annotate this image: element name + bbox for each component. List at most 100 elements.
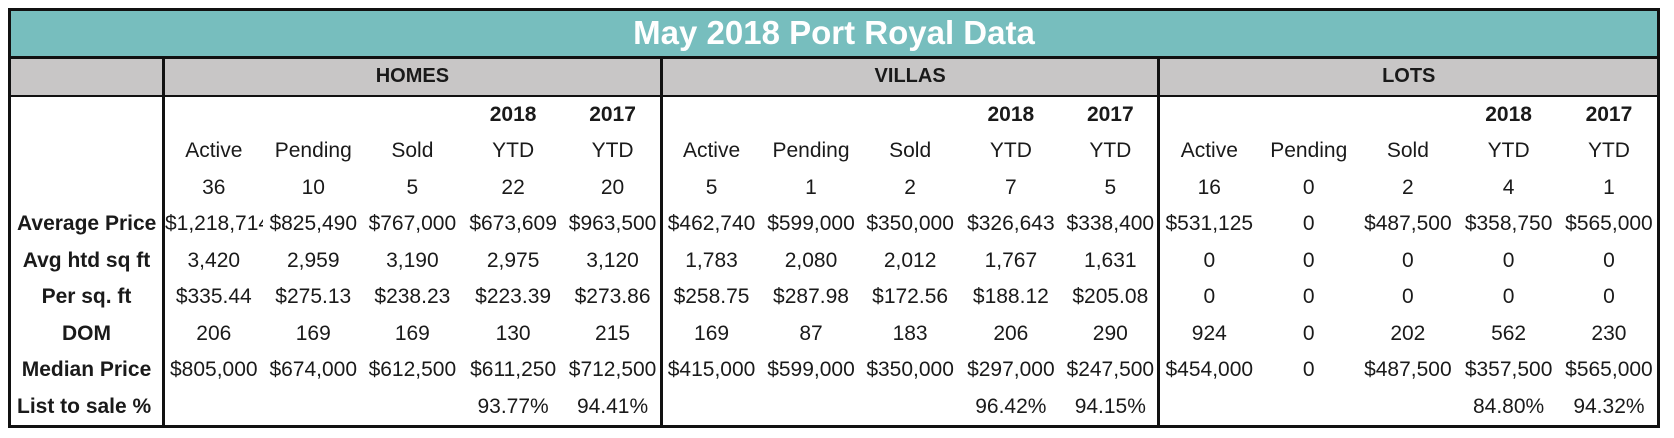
table-cell: [1359, 388, 1456, 425]
table-row: Per sq. ft $335.44 $275.13 $238.23 $223.39 $2…: [11, 278, 1657, 316]
table-cell: $287.98: [773, 285, 849, 309]
column-year: 2017: [1585, 102, 1633, 126]
table-cell: 0: [1302, 248, 1315, 272]
table-cell: 206: [993, 321, 1029, 345]
table-cell: $963,500: [565, 205, 663, 243]
empty-label-cell: [11, 169, 165, 206]
table-cell: $611,250: [470, 358, 557, 382]
table-cell: 0: [1402, 248, 1414, 272]
table-cell: 2,975: [486, 248, 540, 272]
table-cell: [364, 388, 461, 425]
table-cell: $1,218,714: [164, 212, 263, 236]
empty-label-cell: [11, 96, 165, 133]
table-cell: 0: [1302, 285, 1315, 309]
count-cell: 5: [1063, 169, 1161, 206]
count-cell: 5: [705, 175, 718, 199]
count-cell: 7: [1005, 175, 1017, 199]
table-row: Avg htd sq ft 3,420 2,959 3,190 2,975 3,120 1,…: [11, 242, 1657, 279]
table-cell: $599,000: [767, 212, 855, 236]
table-cell: $172.56: [872, 285, 949, 309]
group-header-villas: VILLAS: [661, 57, 1161, 98]
count-cell: 1: [1603, 175, 1615, 199]
count-cell: 5: [406, 175, 419, 199]
count-cell: 2: [1402, 175, 1414, 199]
table-cell: 924: [1191, 321, 1227, 345]
row-label: Average Price: [11, 205, 165, 243]
column-header: YTD: [1063, 132, 1161, 170]
table-cell: 0: [1203, 248, 1216, 272]
column-header: YTD: [492, 138, 535, 162]
table-cell: 3,190: [386, 248, 439, 272]
table-cell: [661, 388, 760, 425]
table-cell: 230: [1591, 321, 1627, 345]
column-header: Active: [1180, 138, 1238, 162]
count-cell: 22: [501, 175, 525, 199]
row-label: DOM: [11, 315, 165, 352]
table-cell: 1,767: [984, 248, 1038, 272]
table-cell: $258.75: [673, 285, 750, 309]
column-year: 2017: [1063, 96, 1161, 133]
table-cell: $338,400: [1063, 205, 1161, 243]
table-cell: 94.32%: [1573, 394, 1645, 418]
table-cell: 94.41%: [565, 388, 663, 425]
column-year: 2017: [565, 96, 663, 133]
column-year: [760, 96, 861, 133]
table-cell: $326,643: [967, 212, 1055, 236]
table-cell: 183: [892, 321, 928, 345]
column-header: Sold: [391, 138, 434, 162]
column-header: Sold: [1386, 138, 1429, 162]
table-cell: $350,000: [866, 212, 954, 236]
table-cell: $454,000: [1165, 358, 1254, 382]
table-cell: $462,740: [667, 212, 756, 236]
count-cell: 0: [1302, 175, 1315, 199]
column-header: YTD: [1487, 138, 1530, 162]
column-header: Pending: [274, 138, 352, 162]
count-cell: 1: [805, 175, 817, 199]
table-cell: 0: [1402, 285, 1414, 309]
column-header: YTD: [1587, 138, 1630, 162]
table-cell: 206: [196, 321, 232, 345]
table-cell: $599,000: [767, 358, 855, 382]
table-cell: 0: [1502, 248, 1515, 272]
table-row: List to sale % 93.77% 94.41% 96.42% 94.15% 84…: [11, 388, 1657, 425]
count-cell: 4: [1502, 175, 1515, 199]
count-cell: 36: [202, 175, 226, 199]
table-cell: 2,012: [883, 248, 937, 272]
table-cell: $205.08: [1063, 278, 1161, 316]
column-header: YTD: [989, 138, 1032, 162]
table-cell: $415,000: [667, 358, 756, 382]
row-label: Avg htd sq ft: [11, 242, 165, 279]
table-cell: 290: [1063, 315, 1161, 352]
table-cell: [862, 388, 959, 425]
table-cell: 169: [694, 321, 730, 345]
table-cell: $565,000: [1565, 212, 1653, 236]
table-cell: 0: [1302, 321, 1315, 345]
table-cell: 87: [799, 321, 823, 345]
column-year: 2018: [489, 102, 537, 126]
column-year: 2018: [987, 102, 1035, 126]
table-cell: $335.44: [175, 285, 252, 309]
column-header: YTD: [565, 132, 663, 170]
table-cell: 0: [1302, 212, 1315, 236]
column-year: [1258, 96, 1359, 133]
table-cell: $273.86: [565, 278, 663, 316]
table-cell: $238.23: [374, 285, 451, 309]
table-cell: 562: [1491, 321, 1527, 345]
column-header: Active: [682, 138, 741, 162]
table-cell: [1258, 388, 1359, 425]
table-cell: 3,120: [565, 242, 663, 279]
group-header-lots: LOTS: [1158, 57, 1657, 98]
table-cell: $247,500: [1063, 351, 1161, 389]
group-header-homes: HOMES: [163, 57, 663, 98]
table-cell: $612,500: [368, 358, 457, 382]
table-row: DOM 206 169 169 130 215 169 87 183 206 290 924 0 202 5…: [11, 315, 1657, 352]
table-cell: $275.13: [275, 285, 352, 309]
table-cell: 0: [1203, 285, 1216, 309]
table-cell: [1159, 388, 1258, 425]
column-header: Sold: [889, 138, 932, 162]
table-cell: 93.77%: [477, 394, 549, 418]
column-year: [862, 96, 959, 133]
table-cell: [760, 388, 861, 425]
table-cell: 130: [495, 321, 531, 345]
table-cell: 1,783: [685, 248, 738, 272]
